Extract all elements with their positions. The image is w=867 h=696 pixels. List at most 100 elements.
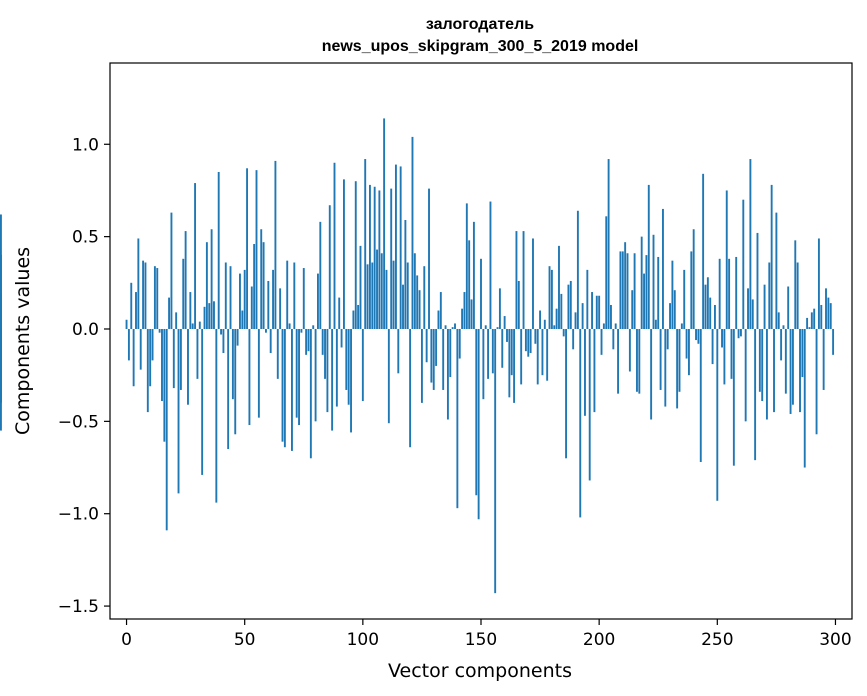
bar-276 xyxy=(777,312,780,329)
y-tick-label: −0.5 xyxy=(58,412,99,432)
chart-subtitle: news_upos_skipgram_300_5_2019 model xyxy=(322,38,639,55)
bar-234 xyxy=(678,328,681,392)
bar-17 xyxy=(165,328,168,531)
bar-51 xyxy=(246,168,248,329)
bar-123 xyxy=(416,275,419,329)
bar-6 xyxy=(139,328,142,370)
bar-214 xyxy=(631,290,634,329)
bar-9 xyxy=(146,328,149,413)
bar-39 xyxy=(217,171,220,329)
bar-36 xyxy=(210,229,213,329)
bar-215 xyxy=(633,253,636,329)
y-tick-label: 1.0 xyxy=(72,135,99,155)
bar-140 xyxy=(456,328,459,509)
bar-291 xyxy=(813,308,816,329)
bar-250 xyxy=(716,328,719,501)
x-tick-label: 100 xyxy=(347,630,379,650)
bar-128 xyxy=(428,188,430,329)
bar-126 xyxy=(423,266,426,329)
bar-288 xyxy=(806,317,809,329)
bar-267 xyxy=(756,232,759,329)
y-axis-label: Components values xyxy=(12,247,34,435)
bar-195 xyxy=(586,269,589,329)
bar-246 xyxy=(706,277,709,329)
bar-205 xyxy=(610,304,612,329)
bar-44 xyxy=(229,266,232,329)
bar-97 xyxy=(354,181,357,329)
bar-71 xyxy=(293,262,296,329)
bar-139 xyxy=(454,323,456,329)
bar-186 xyxy=(565,328,568,459)
bar-91 xyxy=(340,328,343,348)
y-tick-label: 0.5 xyxy=(72,228,99,248)
bar-145 xyxy=(468,240,471,329)
bar-108 xyxy=(380,253,383,329)
bar-96 xyxy=(352,310,355,329)
bar-289 xyxy=(808,327,811,329)
bar-undefined xyxy=(0,328,2,402)
bar-105 xyxy=(373,186,376,329)
bar-255 xyxy=(728,258,731,329)
bar-94 xyxy=(347,328,350,405)
bar-290 xyxy=(810,312,813,329)
bar-144 xyxy=(465,203,468,329)
bar-261 xyxy=(742,199,745,329)
bar-164 xyxy=(513,328,516,403)
bar-157 xyxy=(496,327,499,329)
bar-168 xyxy=(522,231,525,329)
x-axis-ticks: 0 50 100 150 200 250 300 xyxy=(121,619,852,650)
bar-100 xyxy=(361,328,364,402)
bar-66 xyxy=(281,328,284,442)
bar-42 xyxy=(224,262,227,329)
bar-76 xyxy=(305,328,308,355)
bar-222 xyxy=(650,328,653,420)
bar-43 xyxy=(227,328,230,450)
bar-239 xyxy=(690,251,693,329)
bar-178 xyxy=(546,328,549,381)
bar-200 xyxy=(598,295,601,329)
bar-109 xyxy=(383,118,386,329)
bar-192 xyxy=(579,328,582,518)
bar-293 xyxy=(817,238,820,329)
bar-143 xyxy=(463,292,466,329)
bar-249 xyxy=(714,304,716,329)
bar-172 xyxy=(532,238,534,329)
bar-148 xyxy=(475,328,478,496)
bar-102 xyxy=(366,264,369,329)
bar-253 xyxy=(723,328,726,385)
bar-265 xyxy=(751,299,754,329)
bar-204 xyxy=(607,159,610,329)
bars xyxy=(0,118,835,594)
bar-286 xyxy=(801,328,804,378)
bar-190 xyxy=(574,312,577,329)
bar-67 xyxy=(283,328,286,448)
bar-174 xyxy=(536,328,539,385)
bar-173 xyxy=(534,328,537,344)
bar-211 xyxy=(624,242,627,329)
bar-112 xyxy=(390,188,393,329)
bar-191 xyxy=(576,210,579,329)
bar-271 xyxy=(765,328,768,420)
bar-272 xyxy=(768,262,771,329)
bar-74 xyxy=(300,328,303,333)
bar-20 xyxy=(172,328,175,389)
bar-176 xyxy=(541,328,544,376)
bar-59 xyxy=(265,328,267,333)
bar-57 xyxy=(260,229,263,329)
bar-194 xyxy=(584,328,586,416)
bar-72 xyxy=(295,328,298,418)
bar-5 xyxy=(137,238,140,329)
bar-273 xyxy=(770,184,773,329)
bar-259 xyxy=(737,328,740,339)
bar-207 xyxy=(614,323,617,329)
bar-101 xyxy=(364,159,367,329)
bar-107 xyxy=(378,190,381,329)
bar-202 xyxy=(602,323,605,329)
bar-217 xyxy=(638,328,641,394)
bar-199 xyxy=(595,295,598,329)
bar-10 xyxy=(149,328,152,387)
bar-24 xyxy=(182,258,185,329)
bar-228 xyxy=(664,328,667,407)
bar-279 xyxy=(784,328,787,394)
bar-155 xyxy=(491,328,494,374)
